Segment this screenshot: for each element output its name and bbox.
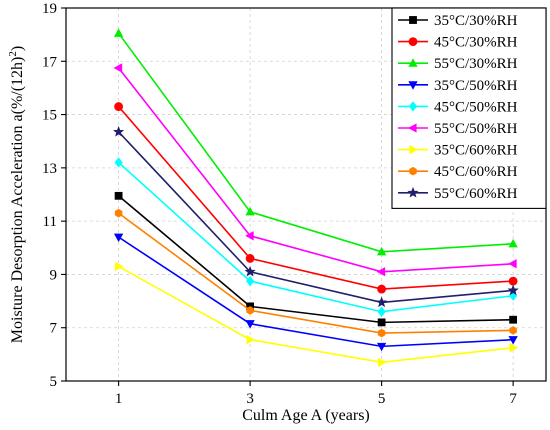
legend-label: 45°C/60%RH [434,164,518,180]
data-point [114,157,123,168]
series-line [118,131,514,304]
data-point [245,320,255,329]
x-tick-label: 5 [378,391,386,407]
x-tick-label: 7 [509,391,517,407]
data-point [509,315,518,324]
y-tick-label: 15 [42,108,57,124]
data-point [115,261,124,272]
legend-label: 45°C/30%RH [434,35,518,51]
legend-label: 45°C/50%RH [434,99,518,115]
legend-label: 55°C/60%RH [434,186,518,202]
x-tick-label: 1 [115,391,123,407]
legend-label: 55°C/50%RH [434,121,518,137]
data-point [114,208,123,218]
series-1 [114,191,518,327]
legend-item: 45°C/50%RH [398,99,518,115]
legend-item: 55°C/30%RH [398,56,518,72]
data-point [114,191,123,200]
series-line [117,32,514,253]
data-point [377,328,386,338]
series-4 [113,233,518,352]
legend-label: 35°C/30%RH [434,13,518,29]
data-point [376,267,386,277]
legend-marker [407,186,419,198]
series-line [118,265,514,364]
series-line [118,195,514,324]
series-2 [114,102,518,294]
data-point [114,102,124,111]
series-line [118,236,514,348]
x-tick-label: 3 [246,391,254,407]
series-6 [113,63,517,277]
y-axis-title: Moisture Desorption Acceleration a(%/(12… [7,46,26,343]
legend-item: 45°C/60%RH [398,164,518,180]
data-point [113,28,124,37]
series-line [118,161,514,313]
data-point [508,336,518,345]
data-point [245,206,255,216]
data-point [377,306,386,317]
x-axis-title: Culm Age A (years) [242,407,370,424]
legend-item: 55°C/50%RH [398,121,518,137]
legend-marker [408,123,417,133]
series-line [117,106,514,290]
y-tick-label: 7 [50,321,58,337]
data-point [113,63,123,73]
legend-item: 35°C/60%RH [398,143,518,159]
legend-item: 55°C/60%RH [398,186,518,202]
data-point [508,276,518,286]
legend: 35°C/30%RH 45°C/30%RH 55°C/30%RH 35°C/50%RH… [391,7,547,209]
data-point [378,357,387,367]
legend-label: 55°C/30%RH [434,56,518,72]
y-tick-label: 17 [42,54,58,70]
data-point [246,306,254,315]
series-line [118,212,514,334]
legend-marker [409,144,418,155]
data-point [508,259,517,269]
y-tick-label: 9 [50,267,58,283]
legend-marker [408,37,418,46]
series-line [117,67,514,273]
legend-item: 35°C/30%RH [398,13,518,29]
legend-marker [409,16,417,24]
data-point [245,254,255,263]
data-point [113,126,125,137]
series-3 [113,28,518,256]
data-point [507,284,519,296]
data-point [508,238,518,248]
data-point [246,335,256,345]
series-9 [113,126,519,308]
y-tick-label: 11 [43,214,57,230]
legend-marker [408,101,418,112]
data-point [377,318,386,327]
legend-label: 35°C/60%RH [434,143,518,159]
data-point [377,284,387,294]
data-point [245,275,255,287]
y-tick-label: 19 [42,1,57,17]
data-point [509,326,517,335]
y-tick-label: 13 [42,161,57,177]
data-point [376,342,387,352]
legend-item: 45°C/30%RH [398,35,518,51]
legend-label: 35°C/50%RH [434,78,518,94]
legend-marker [409,166,417,176]
data-point [509,343,519,353]
legend-item: 35°C/50%RH [398,78,518,94]
data-point [245,231,254,241]
data-point [244,265,256,277]
series-layer [113,28,519,367]
y-tick-label: 5 [50,374,58,390]
series-7 [115,261,519,367]
data-point [113,233,124,243]
series-8 [114,208,517,338]
data-point [376,296,388,308]
legend-marker [408,58,418,67]
data-point [376,246,387,256]
legend-marker [408,81,418,90]
